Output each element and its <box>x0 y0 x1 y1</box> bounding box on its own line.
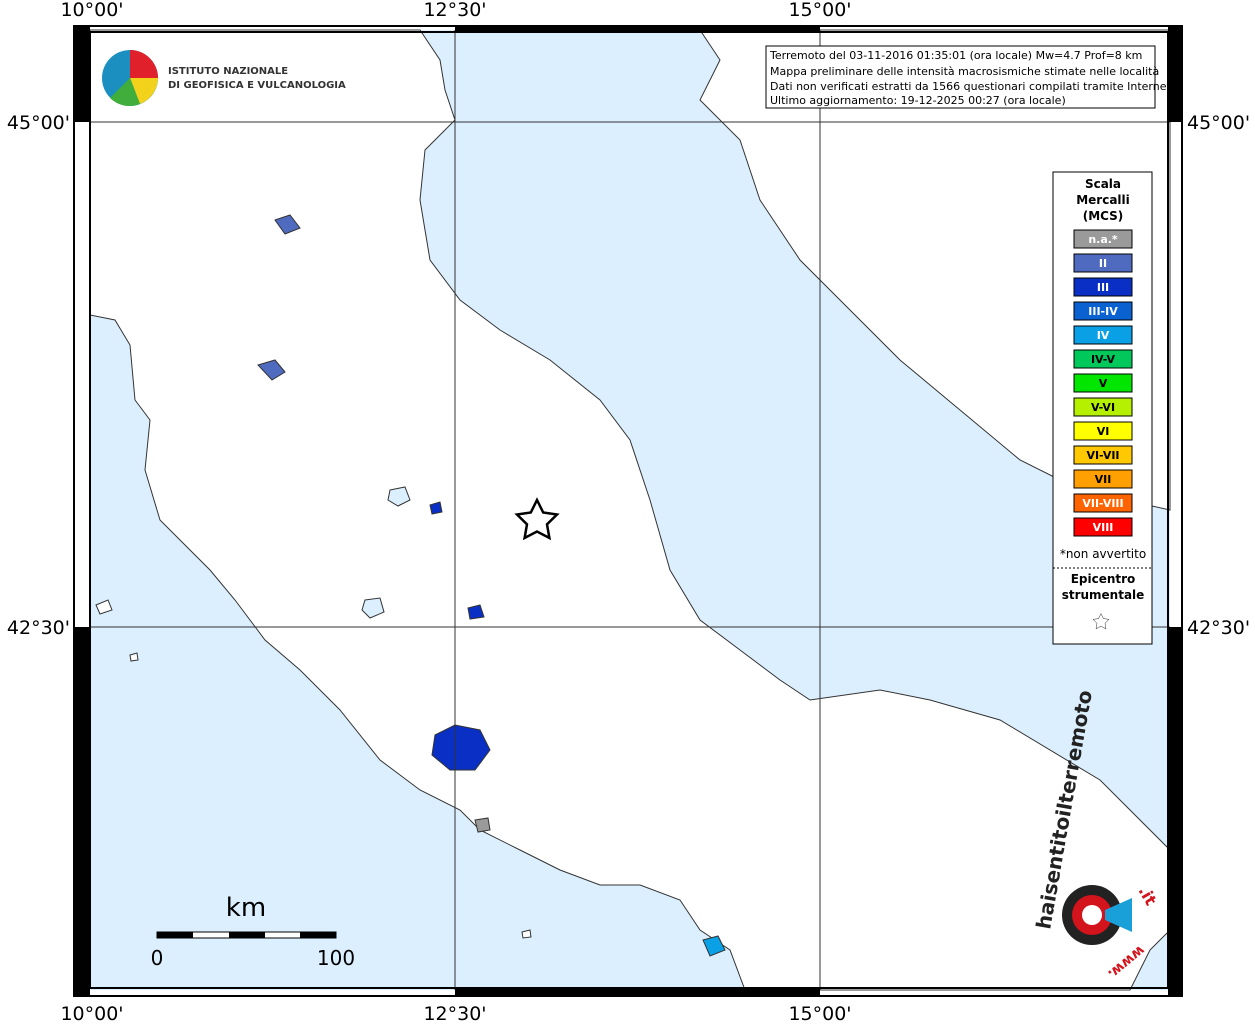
info-line: Terremoto del 03-11-2016 01:35:01 (ora l… <box>769 49 1142 62</box>
area-perugia <box>429 501 443 515</box>
scale-unit: km <box>226 893 266 923</box>
frame-segment <box>74 627 90 996</box>
info-line: Ultimo aggiornamento: 19-12-2025 00:27 (… <box>770 94 1066 107</box>
scale-bar-segment <box>157 932 193 938</box>
legend-swatch <box>1073 397 1133 417</box>
lat-label: 45°00' <box>1187 112 1250 134</box>
legend-swatch <box>1073 517 1133 537</box>
area-bologna <box>274 214 301 235</box>
legend-swatch <box>1073 445 1133 465</box>
legend-title: (MCS) <box>1083 209 1124 223</box>
legend-label: VII-VIII <box>1082 497 1123 510</box>
lat-label: 42°30' <box>7 617 70 639</box>
legend-note: *non avvertito <box>1060 547 1146 561</box>
legend-epicenter: strumentale <box>1062 588 1145 602</box>
legend-title: Mercalli <box>1076 193 1130 207</box>
legend-label: VI-VII <box>1086 449 1119 462</box>
legend-label: VI <box>1097 425 1110 438</box>
epicenter-star <box>514 497 560 541</box>
logo-text: ISTITUTO NAZIONALE <box>168 66 288 77</box>
legend-label: VIII <box>1093 521 1114 534</box>
info-line: Mappa preliminare delle intensità macros… <box>770 65 1159 78</box>
scale-bar-segment <box>229 932 265 938</box>
site-logo-ring <box>1082 905 1102 925</box>
frame-segment <box>455 26 820 32</box>
legend-swatch <box>1073 373 1133 393</box>
lat-label: 42°30' <box>1187 617 1250 639</box>
logo-slice <box>130 78 158 104</box>
legend-swatch <box>1073 469 1133 489</box>
area-latina <box>474 817 491 833</box>
scale-bar: km 0 100 <box>151 893 355 970</box>
lon-label: 12°30' <box>423 1003 486 1024</box>
legend-label: II <box>1099 257 1107 270</box>
area-napoli <box>702 935 726 957</box>
logo-slice <box>130 50 158 78</box>
site-logo-speaker <box>1105 898 1132 932</box>
island-ponza <box>521 929 532 939</box>
legend-swatch <box>1073 301 1133 321</box>
legend-label: V <box>1099 377 1108 390</box>
lon-label: 10°00' <box>60 1003 123 1024</box>
frame-segment <box>74 26 90 122</box>
lat-label: 45°00' <box>7 112 70 134</box>
logo-slice <box>110 78 140 107</box>
legend-label: III <box>1097 281 1109 294</box>
legend-label: III-IV <box>1088 305 1118 318</box>
legend-swatch <box>1073 493 1133 513</box>
scale-label: 100 <box>317 946 355 970</box>
legend-swatch <box>1073 253 1133 273</box>
legend-star <box>1092 613 1110 630</box>
legend-epicenter: Epicentro <box>1071 572 1136 586</box>
frame-segment <box>1168 26 1182 122</box>
logo-text: DI GEOFISICA E VULCANOLOGIA <box>168 80 346 91</box>
area-rieti <box>467 604 485 620</box>
legend-swatch <box>1073 325 1133 345</box>
lon-label: 15°00' <box>788 0 851 21</box>
info-line: Dati non verificati estratti da 1566 que… <box>770 80 1174 93</box>
frame-segment <box>455 988 820 996</box>
ingv-logo: ISTITUTO NAZIONALE DI GEOFISICA E VULCAN… <box>102 50 346 107</box>
lake-bolsena <box>361 597 385 619</box>
legend-label: V-VI <box>1091 401 1115 414</box>
scale-label: 0 <box>151 946 164 970</box>
lon-label: 10°00' <box>60 0 123 21</box>
legend: Scala Mercalli (MCS) *non avvertito Epic… <box>1052 171 1153 645</box>
island-giglio <box>129 652 139 662</box>
legend-label: IV-V <box>1091 353 1116 366</box>
legend-swatch <box>1073 229 1133 249</box>
area-roma <box>431 724 491 771</box>
info-box: Terremoto del 03-11-2016 01:35:01 (ora l… <box>765 45 1174 109</box>
graticule <box>90 30 1170 990</box>
legend-label: IV <box>1097 329 1110 342</box>
info-frame <box>765 45 1156 109</box>
lon-label: 12°30' <box>423 0 486 21</box>
legend-swatch <box>1073 421 1133 441</box>
island-elba <box>95 599 113 615</box>
frame-segment <box>1168 627 1182 996</box>
legend-label: n.a.* <box>1088 233 1118 246</box>
legend-swatch <box>1073 277 1133 297</box>
lon-label: 15°00' <box>788 1003 851 1024</box>
legend-label: VII <box>1095 473 1112 486</box>
legend-swatch <box>1073 349 1133 369</box>
legend-title: Scala <box>1085 177 1121 191</box>
frame <box>73 25 1183 997</box>
intensity-areas <box>257 214 726 957</box>
lake-trasimeno <box>387 486 411 507</box>
area-firenze <box>257 359 286 381</box>
scale-bar-segment <box>300 932 336 938</box>
